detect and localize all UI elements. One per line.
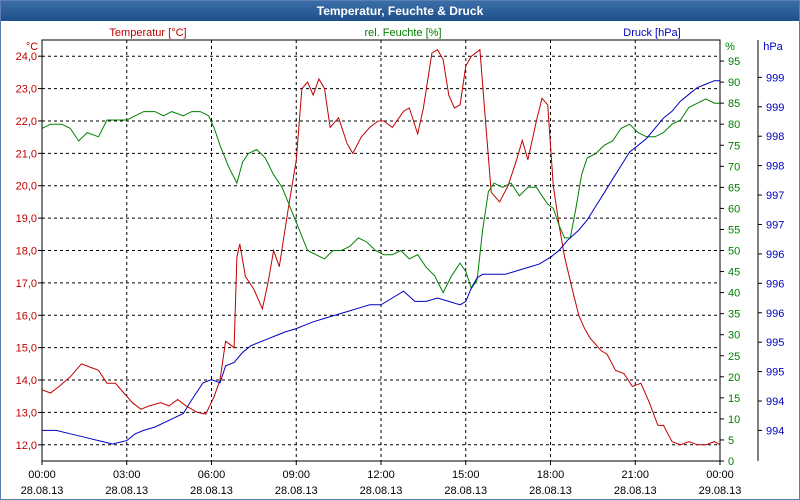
humidity-tick-label: 25 <box>728 351 740 363</box>
humidity-tick-label: 70 <box>728 161 740 173</box>
temp-tick-label: 21,0 <box>16 148 37 160</box>
pressure-tick-label: 998 <box>766 131 784 143</box>
humidity-tick-label: 30 <box>728 330 740 342</box>
temp-tick-label: 20,0 <box>16 181 37 193</box>
temp-unit-label: °C <box>26 41 38 53</box>
humidity-tick-label: 35 <box>728 309 740 321</box>
pressure-tick-label: 997 <box>766 219 784 231</box>
pressure-tick-label: 994 <box>766 425 784 437</box>
x-tick-date: 28.08.13 <box>275 485 318 497</box>
humidity-tick-label: 50 <box>728 246 740 258</box>
pressure-tick-label: 997 <box>766 190 784 202</box>
x-tick-date: 28.08.13 <box>190 485 233 497</box>
humidity-tick-label: 60 <box>728 203 740 215</box>
x-tick-time: 12:00 <box>367 469 395 481</box>
pressure-tick-label: 999 <box>766 102 784 114</box>
temp-tick-label: 24,0 <box>16 51 37 63</box>
x-tick-time: 09:00 <box>282 469 310 481</box>
x-tick-time: 00:00 <box>28 469 56 481</box>
humidity-tick-label: 0 <box>728 456 734 468</box>
x-tick-time: 21:00 <box>621 469 649 481</box>
pressure-tick-label: 994 <box>766 396 784 408</box>
temp-tick-label: 15,0 <box>16 343 37 355</box>
temp-tick-label: 18,0 <box>16 246 37 258</box>
series-line-humidity <box>41 98 720 294</box>
pressure-tick-label: 996 <box>766 249 784 261</box>
pressure-tick-label: 996 <box>766 308 784 320</box>
pressure-tick-label: 995 <box>766 367 784 379</box>
temp-tick-label: 19,0 <box>16 213 37 225</box>
humidity-tick-label: 80 <box>728 119 740 131</box>
x-tick-time: 15:00 <box>452 469 480 481</box>
humidity-tick-label: 75 <box>728 140 740 152</box>
x-tick-time: 18:00 <box>537 469 565 481</box>
pressure-tick-label: 999 <box>766 72 784 84</box>
grid <box>42 40 720 461</box>
x-tick-time: 03:00 <box>113 469 141 481</box>
x-tick-date: 28.08.13 <box>614 485 657 497</box>
x-tick-date: 28.08.13 <box>21 485 64 497</box>
temp-tick-label: 17,0 <box>16 278 37 290</box>
x-tick-date: 28.08.13 <box>444 485 487 497</box>
temp-axis-title: Temperatur [°C] <box>109 27 186 39</box>
axis-labels: 00:00 28.08.13 03:00 28.08.13 06:00 28.08.13 0… <box>16 27 785 497</box>
humidity-tick-label: 40 <box>728 288 740 300</box>
humidity-axis-title: rel. Feuchte [%] <box>364 27 441 39</box>
temp-tick-label: 13,0 <box>16 407 37 419</box>
humidity-tick-label: 5 <box>728 435 734 447</box>
temp-tick-label: 16,0 <box>16 310 37 322</box>
pressure-unit-label: hPa <box>763 41 783 53</box>
humidity-tick-label: 85 <box>728 98 740 110</box>
pressure-axis-title: Druck [hPa] <box>623 27 680 39</box>
x-tick-time: 00:00 <box>706 469 734 481</box>
pressure-tick-label: 995 <box>766 337 784 349</box>
plot-frame <box>41 39 721 462</box>
humidity-tick-label: 15 <box>728 393 740 405</box>
temp-tick-label: 22,0 <box>16 116 37 128</box>
x-tick-time: 06:00 <box>198 469 226 481</box>
temp-tick-label: 23,0 <box>16 84 37 96</box>
series-lines <box>41 48 721 446</box>
pressure-tick-label: 998 <box>766 161 784 173</box>
series-line-pressure <box>42 80 720 445</box>
humidity-tick-label: 45 <box>728 267 740 279</box>
x-tick-date: 29.08.13 <box>699 485 742 497</box>
humidity-tick-label: 95 <box>728 56 740 68</box>
humidity-tick-label: 65 <box>728 182 740 194</box>
x-tick-date: 28.08.13 <box>105 485 148 497</box>
humidity-tick-label: 20 <box>728 372 740 384</box>
temp-tick-label: 14,0 <box>16 375 37 387</box>
window-title: Temperatur, Feuchte & Druck <box>1 1 799 21</box>
series-line-temperature <box>41 48 721 446</box>
pressure-tick-label: 996 <box>766 278 784 290</box>
temp-tick-label: 12,0 <box>16 440 37 452</box>
x-tick-date: 28.08.13 <box>529 485 572 497</box>
axes <box>38 39 762 465</box>
x-tick-date: 28.08.13 <box>360 485 403 497</box>
humidity-unit-label: % <box>725 41 735 53</box>
humidity-tick-label: 55 <box>728 224 740 236</box>
humidity-tick-label: 10 <box>728 414 740 426</box>
humidity-tick-label: 90 <box>728 77 740 89</box>
